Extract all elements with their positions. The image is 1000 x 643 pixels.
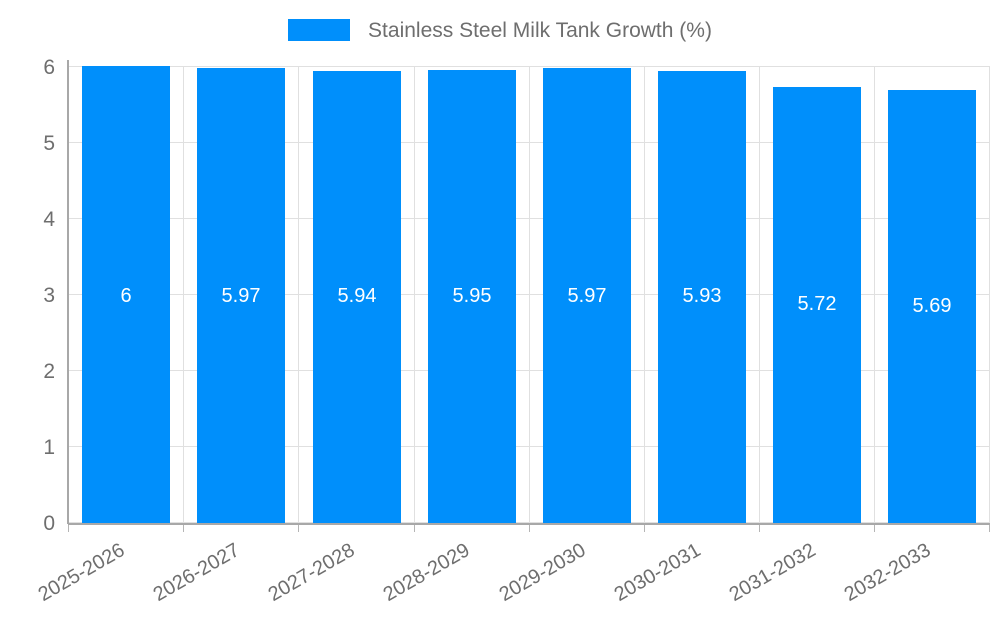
x-axis-tick xyxy=(68,525,69,532)
bar-2029-2030[interactable] xyxy=(543,68,631,523)
bar-data-label: 5.95 xyxy=(452,285,492,307)
legend-series-label: Stainless Steel Milk Tank Growth (%) xyxy=(368,18,712,42)
y-axis-tick-label: 2 xyxy=(43,360,55,383)
bar-2028-2029[interactable] xyxy=(428,69,516,523)
legend-color-swatch-icon xyxy=(288,19,351,41)
bar-data-label: 5.72 xyxy=(797,293,837,315)
y-axis-tick-label: 5 xyxy=(43,132,55,155)
x-axis-tick xyxy=(759,525,760,532)
gridline-vertical xyxy=(644,66,645,523)
y-axis-tick-label: 3 xyxy=(43,284,55,307)
gridline-vertical xyxy=(183,66,184,523)
bar-data-label: 5.94 xyxy=(337,285,377,307)
x-axis-tick xyxy=(183,525,184,532)
y-axis-tick-label: 6 xyxy=(43,56,55,79)
legend-item-series-0[interactable]: Stainless Steel Milk Tank Growth (%) xyxy=(288,19,712,41)
y-axis-line xyxy=(67,60,69,524)
x-axis-tick xyxy=(414,525,415,532)
x-axis-tick xyxy=(874,525,875,532)
gridline-vertical xyxy=(414,66,415,523)
y-axis-tick-label: 4 xyxy=(43,208,55,231)
gridline-vertical xyxy=(298,66,299,523)
bar-data-label: 5.69 xyxy=(912,295,952,317)
bar-2026-2027[interactable] xyxy=(197,68,285,523)
bar-2027-2028[interactable] xyxy=(313,70,401,523)
bar-data-label: 6 xyxy=(120,285,132,307)
gridline-vertical xyxy=(989,66,990,523)
chart-legend: Stainless Steel Milk Tank Growth (%) xyxy=(0,12,1000,48)
x-axis-tick xyxy=(529,525,530,532)
bar-data-label: 5.93 xyxy=(682,285,722,307)
bar-2030-2031[interactable] xyxy=(658,71,746,523)
bar-chart: Stainless Steel Milk Tank Growth (%) 6 5… xyxy=(0,0,1000,607)
x-axis-line xyxy=(68,523,990,525)
bar-data-label: 5.97 xyxy=(567,285,607,307)
bar-2032-2033[interactable] xyxy=(888,89,976,523)
y-axis-tick-label: 0 xyxy=(43,512,55,535)
y-axis-tick-label: 1 xyxy=(43,436,55,459)
gridline-vertical xyxy=(874,66,875,523)
bar-2031-2032[interactable] xyxy=(773,87,861,523)
x-axis-tick xyxy=(989,525,990,532)
gridline-vertical xyxy=(529,66,530,523)
plot-area: 6 5.97 5.94 5.95 5.97 5.93 5.72 5.69 xyxy=(68,66,990,523)
bar-2025-2026[interactable] xyxy=(82,66,170,523)
x-axis-tick xyxy=(298,525,299,532)
x-axis-tick xyxy=(644,525,645,532)
y-axis-labels: 6 5 4 3 2 1 0 xyxy=(0,0,55,600)
gridline-vertical xyxy=(759,66,760,523)
bar-data-label: 5.97 xyxy=(221,285,261,307)
